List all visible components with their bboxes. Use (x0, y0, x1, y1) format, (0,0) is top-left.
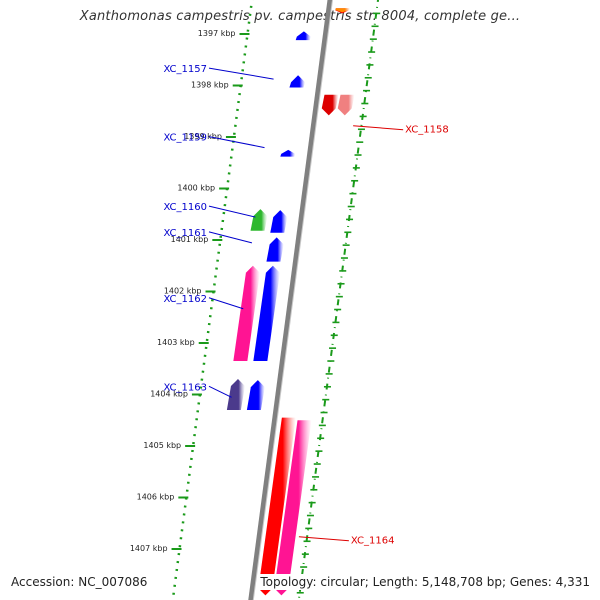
kbp-tick-label: 1398 kbp (191, 81, 229, 90)
gene-feature-XC_1164[interactable] (258, 417, 296, 596)
gene-feature-XC_1160[interactable] (250, 209, 268, 231)
feature-layer (226, 8, 355, 596)
gene-label-leader (298, 536, 349, 542)
kbp-tick-label: 1400 kbp (177, 184, 215, 193)
gene-feature-XC_1157[interactable] (289, 75, 306, 88)
gene-label-leader (208, 205, 256, 218)
kbp-tick-label: 1401 kbp (171, 235, 209, 244)
gene-label-leader (353, 125, 404, 131)
gene-label-XC_1163[interactable]: XC_1163 (163, 382, 207, 393)
gene-label-layer: XC_1157 XC_1158 XC_1159 XC_1160 XC_1161 XC_11… (163, 64, 448, 547)
gene-label-XC_1161[interactable]: XC_1161 (163, 228, 207, 239)
gene-feature-XC_1158b[interactable] (337, 94, 355, 116)
kbp-tick-label: 1406 kbp (137, 493, 175, 502)
tick-layer: 1397 kbp 1398 kbp 1399 kbp 1400 kbp 1401 kbp… (130, 12, 381, 594)
kbp-tick-label: 1402 kbp (164, 287, 202, 296)
gene-feature-XC_1163b[interactable] (246, 380, 265, 410)
backbone-layer (248, 0, 334, 600)
backbone-axis (248, 0, 333, 600)
gene-feature-XC_1163[interactable] (226, 379, 245, 410)
outer-dashed-ring (297, 0, 380, 600)
gene-label-leader (208, 385, 232, 398)
gene-label-XC_1162[interactable]: XC_1162 (163, 294, 207, 305)
gene-label-XC_1159[interactable]: XC_1159 (163, 133, 207, 144)
gene-feature-XC_1162b[interactable] (253, 265, 280, 362)
kbp-tick-label: 1404 kbp (150, 390, 188, 399)
gene-label-leader (208, 231, 253, 244)
gene-feature-f-top-2[interactable] (335, 8, 350, 13)
topology-summary: Topology: circular; Length: 5,148,708 bp… (258, 574, 592, 590)
kbp-tick-label: 1399 kbp (184, 132, 222, 141)
gene-label-XC_1157[interactable]: XC_1157 (163, 64, 207, 75)
gene-label-leader (208, 67, 274, 80)
gene-feature-XC_1160b[interactable] (270, 210, 288, 233)
gene-label-XC_1160[interactable]: XC_1160 (163, 202, 207, 213)
kbp-tick-label: 1405 kbp (143, 441, 181, 450)
gene-feature-XC_1161[interactable] (266, 237, 284, 262)
gene-label-XC_1164[interactable]: XC_1164 (351, 536, 395, 547)
accession-text: Accession: NC_007086 (9, 574, 150, 590)
ruler-rings (171, 0, 380, 600)
kbp-tick-label: 1403 kbp (157, 338, 195, 347)
inner-dotted-ring (171, 0, 254, 600)
gene-feature-XC_1159[interactable] (280, 149, 296, 157)
kbp-tick-label: 1397 kbp (198, 29, 236, 38)
gene-feature-XC_1158[interactable] (321, 94, 339, 116)
gene-feature-XC_1162[interactable] (233, 265, 260, 362)
map-title: Xanthomonas campestris pv. campestris st… (79, 9, 521, 24)
gene-feature-XC_1164b[interactable] (274, 420, 312, 596)
backbone-highlight (252, 0, 334, 600)
gene-label-leader (208, 297, 244, 310)
gene-label-XC_1158[interactable]: XC_1158 (405, 125, 449, 136)
gene-feature-f-1397[interactable] (295, 31, 311, 41)
gene-label-leader (208, 136, 265, 149)
kbp-tick-label: 1407 kbp (130, 544, 168, 553)
